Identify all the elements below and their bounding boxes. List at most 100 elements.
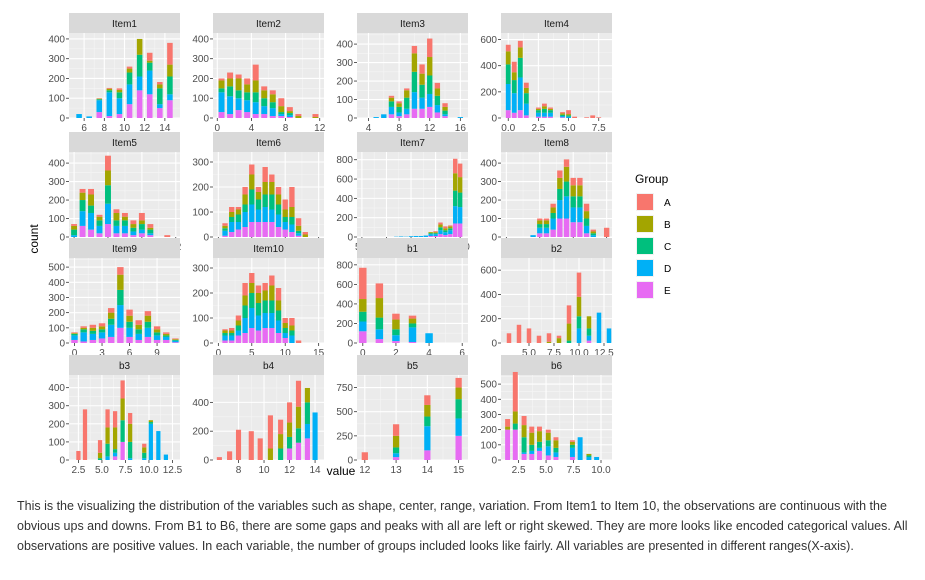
histogram-bar [457,207,463,224]
histogram-bar [295,442,302,460]
histogram-bar [542,116,547,118]
histogram-bar [242,212,248,227]
histogram-bar [537,220,543,225]
histogram-bar [586,316,592,329]
histogram-bar [535,107,541,109]
histogram-bar [304,402,310,424]
histogram-bar [116,88,123,90]
histogram-bar [117,267,124,275]
histogram-bar [312,117,319,118]
histogram-bar [286,117,293,118]
histogram-bar [269,102,276,109]
histogram-bar [424,450,431,460]
histogram-bar [427,38,433,58]
histogram-bar [583,218,590,226]
histogram-bar [120,398,125,421]
histogram-bar [242,333,248,343]
histogram-bar [112,411,118,428]
histogram-bar [267,448,273,460]
histogram-bar [312,412,318,460]
histogram-bar [542,112,547,117]
histogram-bar [282,199,288,210]
histogram-bar [529,426,535,433]
histogram-bar [287,402,293,423]
histogram-bar [235,214,242,222]
histogram-bar [548,116,553,118]
histogram-bar [105,224,111,237]
histogram-bar [566,115,571,117]
histogram-bar [289,217,295,225]
histogram-bar [148,420,153,423]
histogram-bar [583,225,590,234]
histogram-bar [252,92,259,103]
histogram-bar [105,443,110,457]
histogram-bar [594,456,600,460]
facet-strip-label: Item1 [112,19,137,30]
x-tick-label: 5.0 [95,465,109,476]
histogram-bar [148,423,153,460]
histogram-bar [556,335,562,339]
histogram-bar [235,320,242,326]
x-tick-label: 9 [154,348,160,359]
histogram-bar [548,112,553,117]
histogram-bar [442,103,448,107]
x-tick-label: 7.5 [592,123,606,134]
facet-strip [501,13,612,33]
histogram-bar [404,114,410,118]
histogram-bar [235,222,242,230]
histogram-bar [408,315,417,319]
y-tick-label: 200 [192,183,209,194]
histogram-bar [295,340,302,343]
histogram-bar [130,235,137,237]
histogram-bar [563,196,570,219]
histogram-bar [543,233,550,237]
histogram-bar [86,116,92,118]
histogram-bar [116,114,123,118]
histogram-bar [505,110,511,118]
histogram-bar [126,68,133,73]
histogram-bar [282,318,288,323]
histogram-bar [222,329,228,331]
x-tick-label: 12 [314,123,326,134]
histogram-bar [359,299,367,312]
y-tick-label: 600 [480,266,497,277]
histogram-bar [282,229,288,237]
histogram-bar [423,235,428,237]
y-tick-label: 100 [192,94,209,105]
histogram-bar [289,330,295,336]
histogram-bar [408,236,414,237]
histogram-bar [419,108,425,118]
histogram-bar [257,438,263,460]
y-tick-label: 400 [192,34,209,45]
legend-label: C [664,242,671,253]
histogram-bar [235,90,242,99]
y-tick-label: 400 [480,395,497,406]
y-tick-label: 100 [480,440,497,451]
histogram-bar [275,320,282,333]
facet-strip [69,238,180,258]
histogram-bar [511,112,517,118]
x-tick-label: 10 [258,465,270,476]
histogram-bar [388,95,395,98]
y-tick-label: 500 [480,380,497,391]
x-tick-label: 0.0 [501,123,515,134]
histogram-bar [80,327,87,330]
histogram-bar [157,108,163,118]
histogram-bar [262,222,268,237]
y-tick-label: 300 [48,177,65,188]
histogram-bar [408,342,417,343]
histogram-bar [295,406,302,429]
histogram-bar [545,432,551,441]
histogram-bar [130,224,137,228]
histogram-bar [88,205,94,213]
x-tick-label: 12.5 [163,465,183,476]
histogram-bar [235,325,242,331]
histogram-bar [448,228,453,231]
histogram-bar [227,451,233,460]
histogram-bar [457,177,463,193]
y-tick-label: 200 [480,87,497,98]
histogram-bar [96,214,103,217]
histogram-bar [511,80,517,94]
y-tick-label: 250 [336,431,353,442]
